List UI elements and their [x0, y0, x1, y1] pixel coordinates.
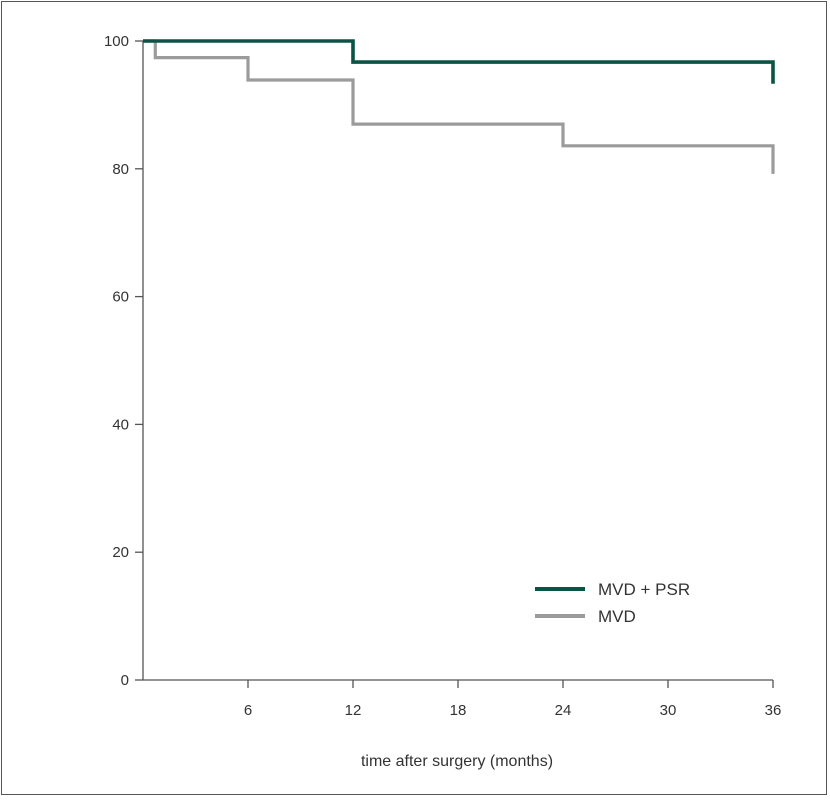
legend-label-mvd-psr: MVD + PSR — [598, 580, 690, 599]
axes: 0 20 40 60 80 100 6 12 18 24 30 36 — [104, 33, 781, 719]
y-tick-label: 20 — [112, 544, 129, 561]
y-tick-label: 0 — [121, 672, 129, 689]
series-line-mvd-psr — [143, 39, 775, 84]
x-tick-label: 36 — [765, 702, 782, 719]
y-tick-label: 80 — [112, 161, 129, 178]
legend: MVD + PSR MVD — [535, 580, 690, 626]
x-tick-label: 30 — [660, 702, 677, 719]
x-axis-label: time after surgery (months) — [361, 753, 553, 770]
y-tick-label: 100 — [104, 33, 129, 50]
series-line-mvd — [143, 39, 775, 174]
x-tick-label: 6 — [244, 702, 252, 719]
x-tick-label: 18 — [450, 702, 467, 719]
x-tick-label: 24 — [555, 702, 572, 719]
y-tick-label: 60 — [112, 289, 129, 306]
x-tick-label: 12 — [345, 702, 362, 719]
series-group — [143, 39, 775, 174]
legend-label-mvd: MVD — [598, 607, 636, 626]
y-tick-label: 40 — [112, 416, 129, 433]
